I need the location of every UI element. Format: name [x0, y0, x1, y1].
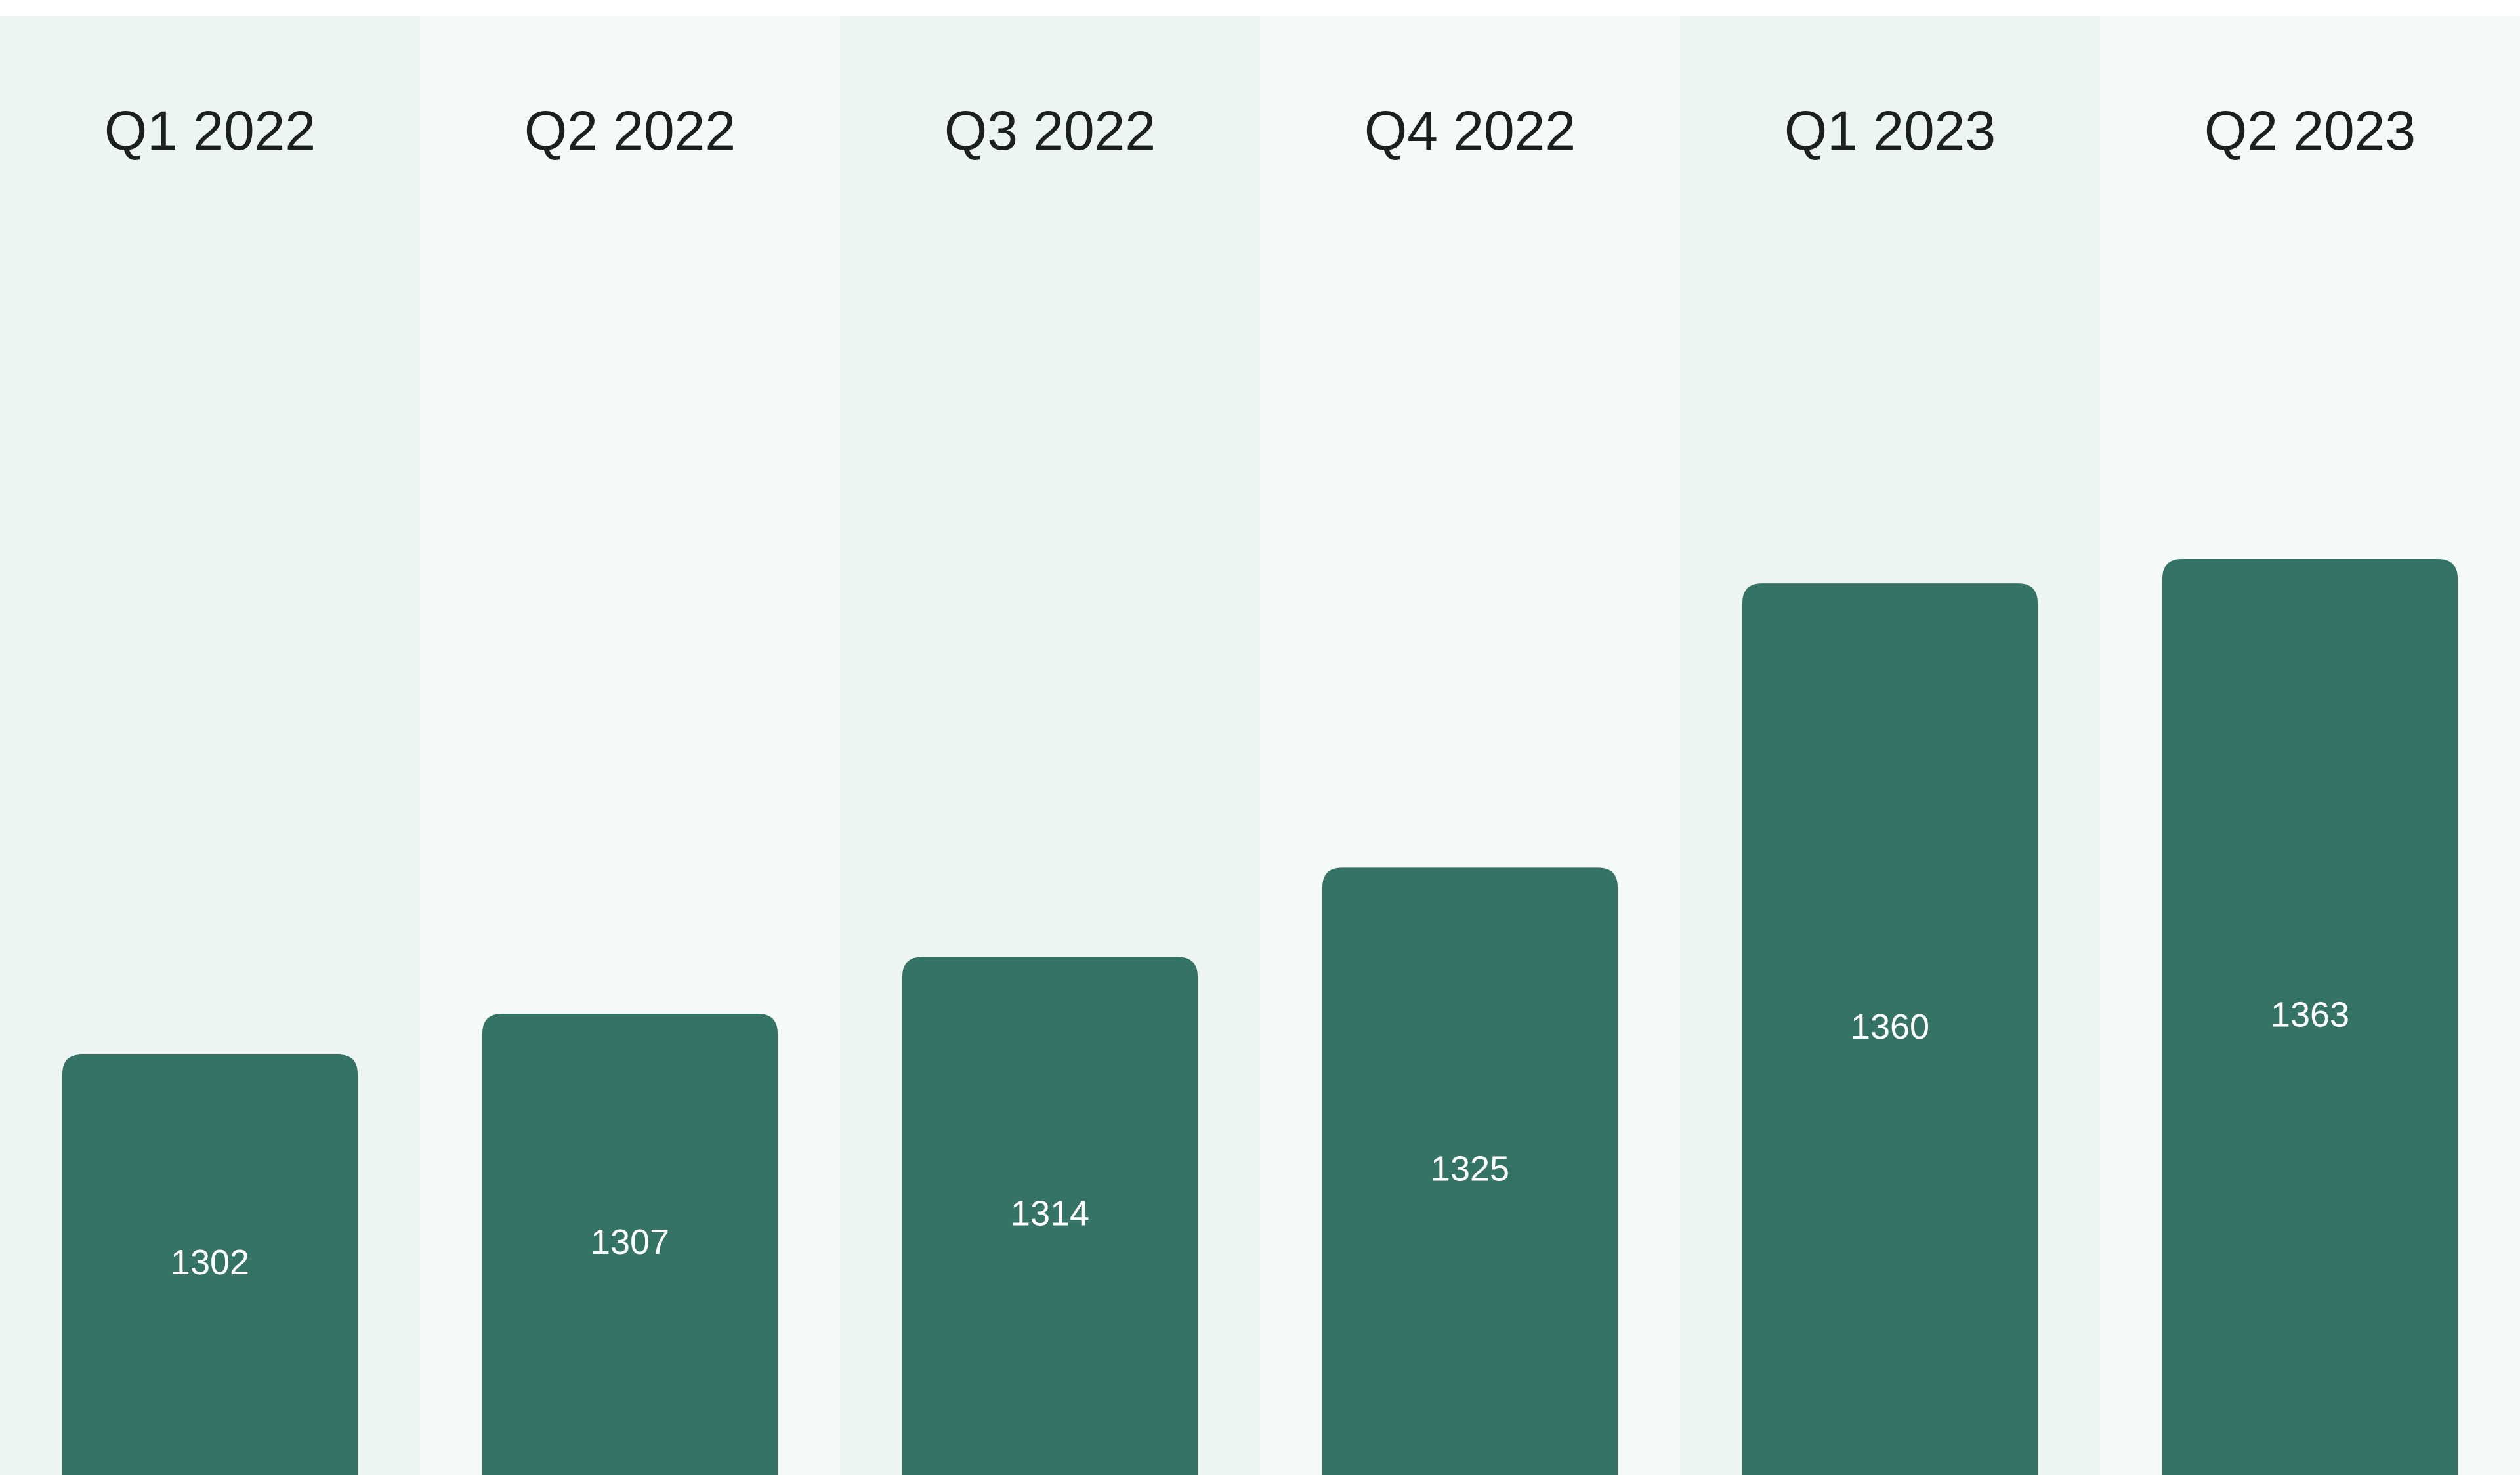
value-label: 1325: [1431, 1149, 1509, 1188]
value-label: 1307: [591, 1222, 669, 1262]
bar: [2162, 559, 2458, 1475]
category-label: Q1 2023: [1784, 100, 1996, 161]
category-label: Q2 2023: [2204, 100, 2416, 161]
value-label: 1302: [171, 1243, 249, 1282]
category-label: Q3 2022: [944, 100, 1156, 161]
bar: [1742, 583, 2038, 1475]
category-label: Q2 2022: [524, 100, 736, 161]
bar: [62, 1054, 358, 1475]
bar: [482, 1014, 778, 1475]
category-label: Q4 2022: [1364, 100, 1576, 161]
value-label: 1360: [1851, 1007, 1929, 1047]
bar: [902, 957, 1198, 1475]
bar: [1322, 867, 1618, 1475]
value-label: 1363: [2271, 995, 2349, 1034]
category-label: Q1 2022: [104, 100, 316, 161]
value-label: 1314: [1011, 1194, 1089, 1234]
